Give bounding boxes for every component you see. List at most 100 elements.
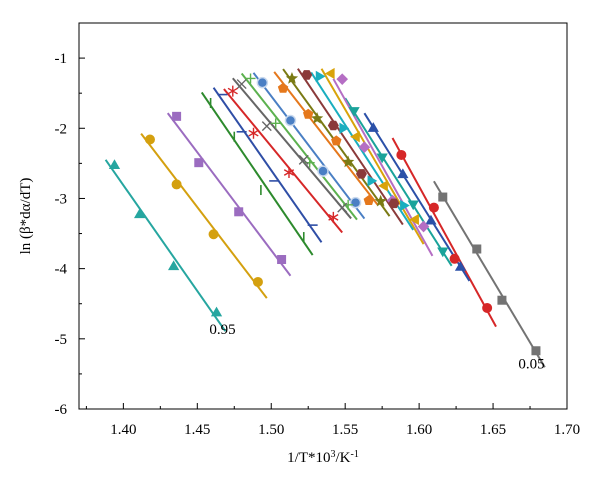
markers-layer — [108, 67, 541, 356]
fit-line-alpha-0.60 — [240, 72, 358, 221]
data-point — [144, 134, 155, 145]
data-point — [284, 114, 297, 127]
fit-line-alpha-0.70 — [223, 88, 343, 234]
series-alpha-0.80 — [209, 98, 305, 243]
data-point — [396, 149, 407, 160]
x-axis-title-sup2: -1 — [351, 449, 359, 460]
data-point — [358, 141, 371, 154]
data-point — [171, 179, 182, 190]
x-tick-label: 1.55 — [332, 422, 358, 438]
data-point — [449, 253, 460, 264]
x-tick-label: 1.70 — [554, 422, 580, 438]
x-tick-label: 1.40 — [110, 422, 136, 438]
data-point — [210, 306, 223, 317]
y-axis-title: ln (β*dα/dT) — [18, 178, 34, 255]
fit-line-alpha-0.95 — [104, 159, 227, 332]
series-annotation: 0.05 — [518, 356, 544, 372]
data-point — [227, 85, 238, 97]
axes-layer: 1.40 1.45 1.50 1.55 1.60 1.65 1.70 -1 -2 -3 -4 -5 -6 — [55, 22, 580, 438]
x-tick-label: 1.65 — [480, 422, 506, 438]
series-alpha-0.70 — [227, 85, 339, 223]
fit-line-alpha-0.35 — [310, 71, 415, 231]
series-alpha-0.60 — [245, 73, 354, 210]
data-point — [298, 154, 309, 165]
data-point — [388, 198, 400, 209]
data-point — [277, 82, 289, 93]
data-point — [134, 208, 146, 219]
data-point — [327, 120, 339, 131]
data-point — [355, 169, 367, 179]
fit-line-alpha-0.80 — [200, 91, 314, 256]
fit-line-alpha-0.75 — [212, 87, 323, 243]
data-point — [248, 127, 259, 139]
fit-line-alpha-0.40 — [297, 68, 404, 226]
data-point — [417, 220, 430, 233]
data-point — [194, 158, 204, 168]
x-tick-label: 1.50 — [258, 422, 284, 438]
data-point — [108, 159, 121, 170]
data-point — [315, 70, 326, 82]
y-tick-label: -6 — [55, 402, 68, 418]
data-point — [236, 79, 247, 90]
data-point — [285, 71, 299, 84]
fit-line-alpha-0.15 — [363, 112, 471, 282]
x-axis-title-unit: /K — [336, 450, 351, 466]
data-point — [339, 122, 350, 134]
data-point — [261, 121, 272, 132]
plot-frame — [78, 22, 568, 410]
series-alpha-0.45 — [285, 71, 387, 207]
data-point — [310, 111, 324, 124]
series-alpha-0.50 — [277, 82, 375, 206]
y-tick-label: -1 — [55, 51, 68, 67]
data-point — [245, 73, 256, 84]
y-tick-label: -3 — [55, 191, 68, 207]
data-point — [376, 153, 388, 164]
data-point — [409, 213, 419, 226]
data-point — [348, 107, 360, 117]
data-point — [317, 165, 329, 177]
data-point — [208, 229, 219, 240]
data-point — [336, 73, 349, 85]
data-point — [328, 211, 339, 223]
series-alpha-0.15 — [367, 122, 467, 271]
data-point — [256, 76, 269, 89]
data-point — [341, 155, 355, 168]
data-point — [168, 260, 180, 271]
data-point — [428, 202, 439, 213]
series-alpha-0.90 — [144, 134, 263, 287]
data-point — [378, 180, 388, 192]
fit-line-alpha-0.90 — [140, 132, 268, 299]
data-point — [270, 118, 281, 129]
series-alpha-0.25 — [336, 73, 430, 233]
data-point — [400, 199, 410, 212]
data-point — [407, 200, 419, 211]
data-point — [324, 67, 335, 80]
data-point — [337, 202, 348, 213]
x-axis-title: 1/T*103/K-1 — [287, 449, 359, 467]
series-alpha-0.95 — [108, 159, 223, 317]
data-point — [397, 168, 409, 179]
series-alpha-0.05 — [438, 192, 541, 356]
data-point — [367, 175, 378, 187]
data-point — [367, 122, 379, 132]
data-point — [302, 108, 314, 119]
series-alpha-0.65 — [236, 79, 348, 213]
series-alpha-0.55 — [256, 76, 362, 209]
series-annotation: 0.95 — [209, 322, 235, 338]
data-point — [425, 214, 437, 225]
y-tick-label: -2 — [55, 121, 68, 137]
data-point — [331, 135, 342, 146]
data-point — [301, 70, 313, 80]
fit-line-alpha-0.05 — [433, 180, 546, 368]
series-alpha-0.10 — [396, 149, 493, 313]
data-point — [350, 131, 360, 143]
data-point — [277, 255, 287, 265]
series-alpha-0.40 — [301, 70, 400, 209]
x-tick-label: 1.45 — [184, 422, 210, 438]
data-point — [472, 244, 482, 254]
series-alpha-0.75 — [217, 93, 318, 226]
data-point — [454, 261, 467, 271]
data-point — [482, 302, 493, 313]
data-point — [349, 196, 362, 209]
